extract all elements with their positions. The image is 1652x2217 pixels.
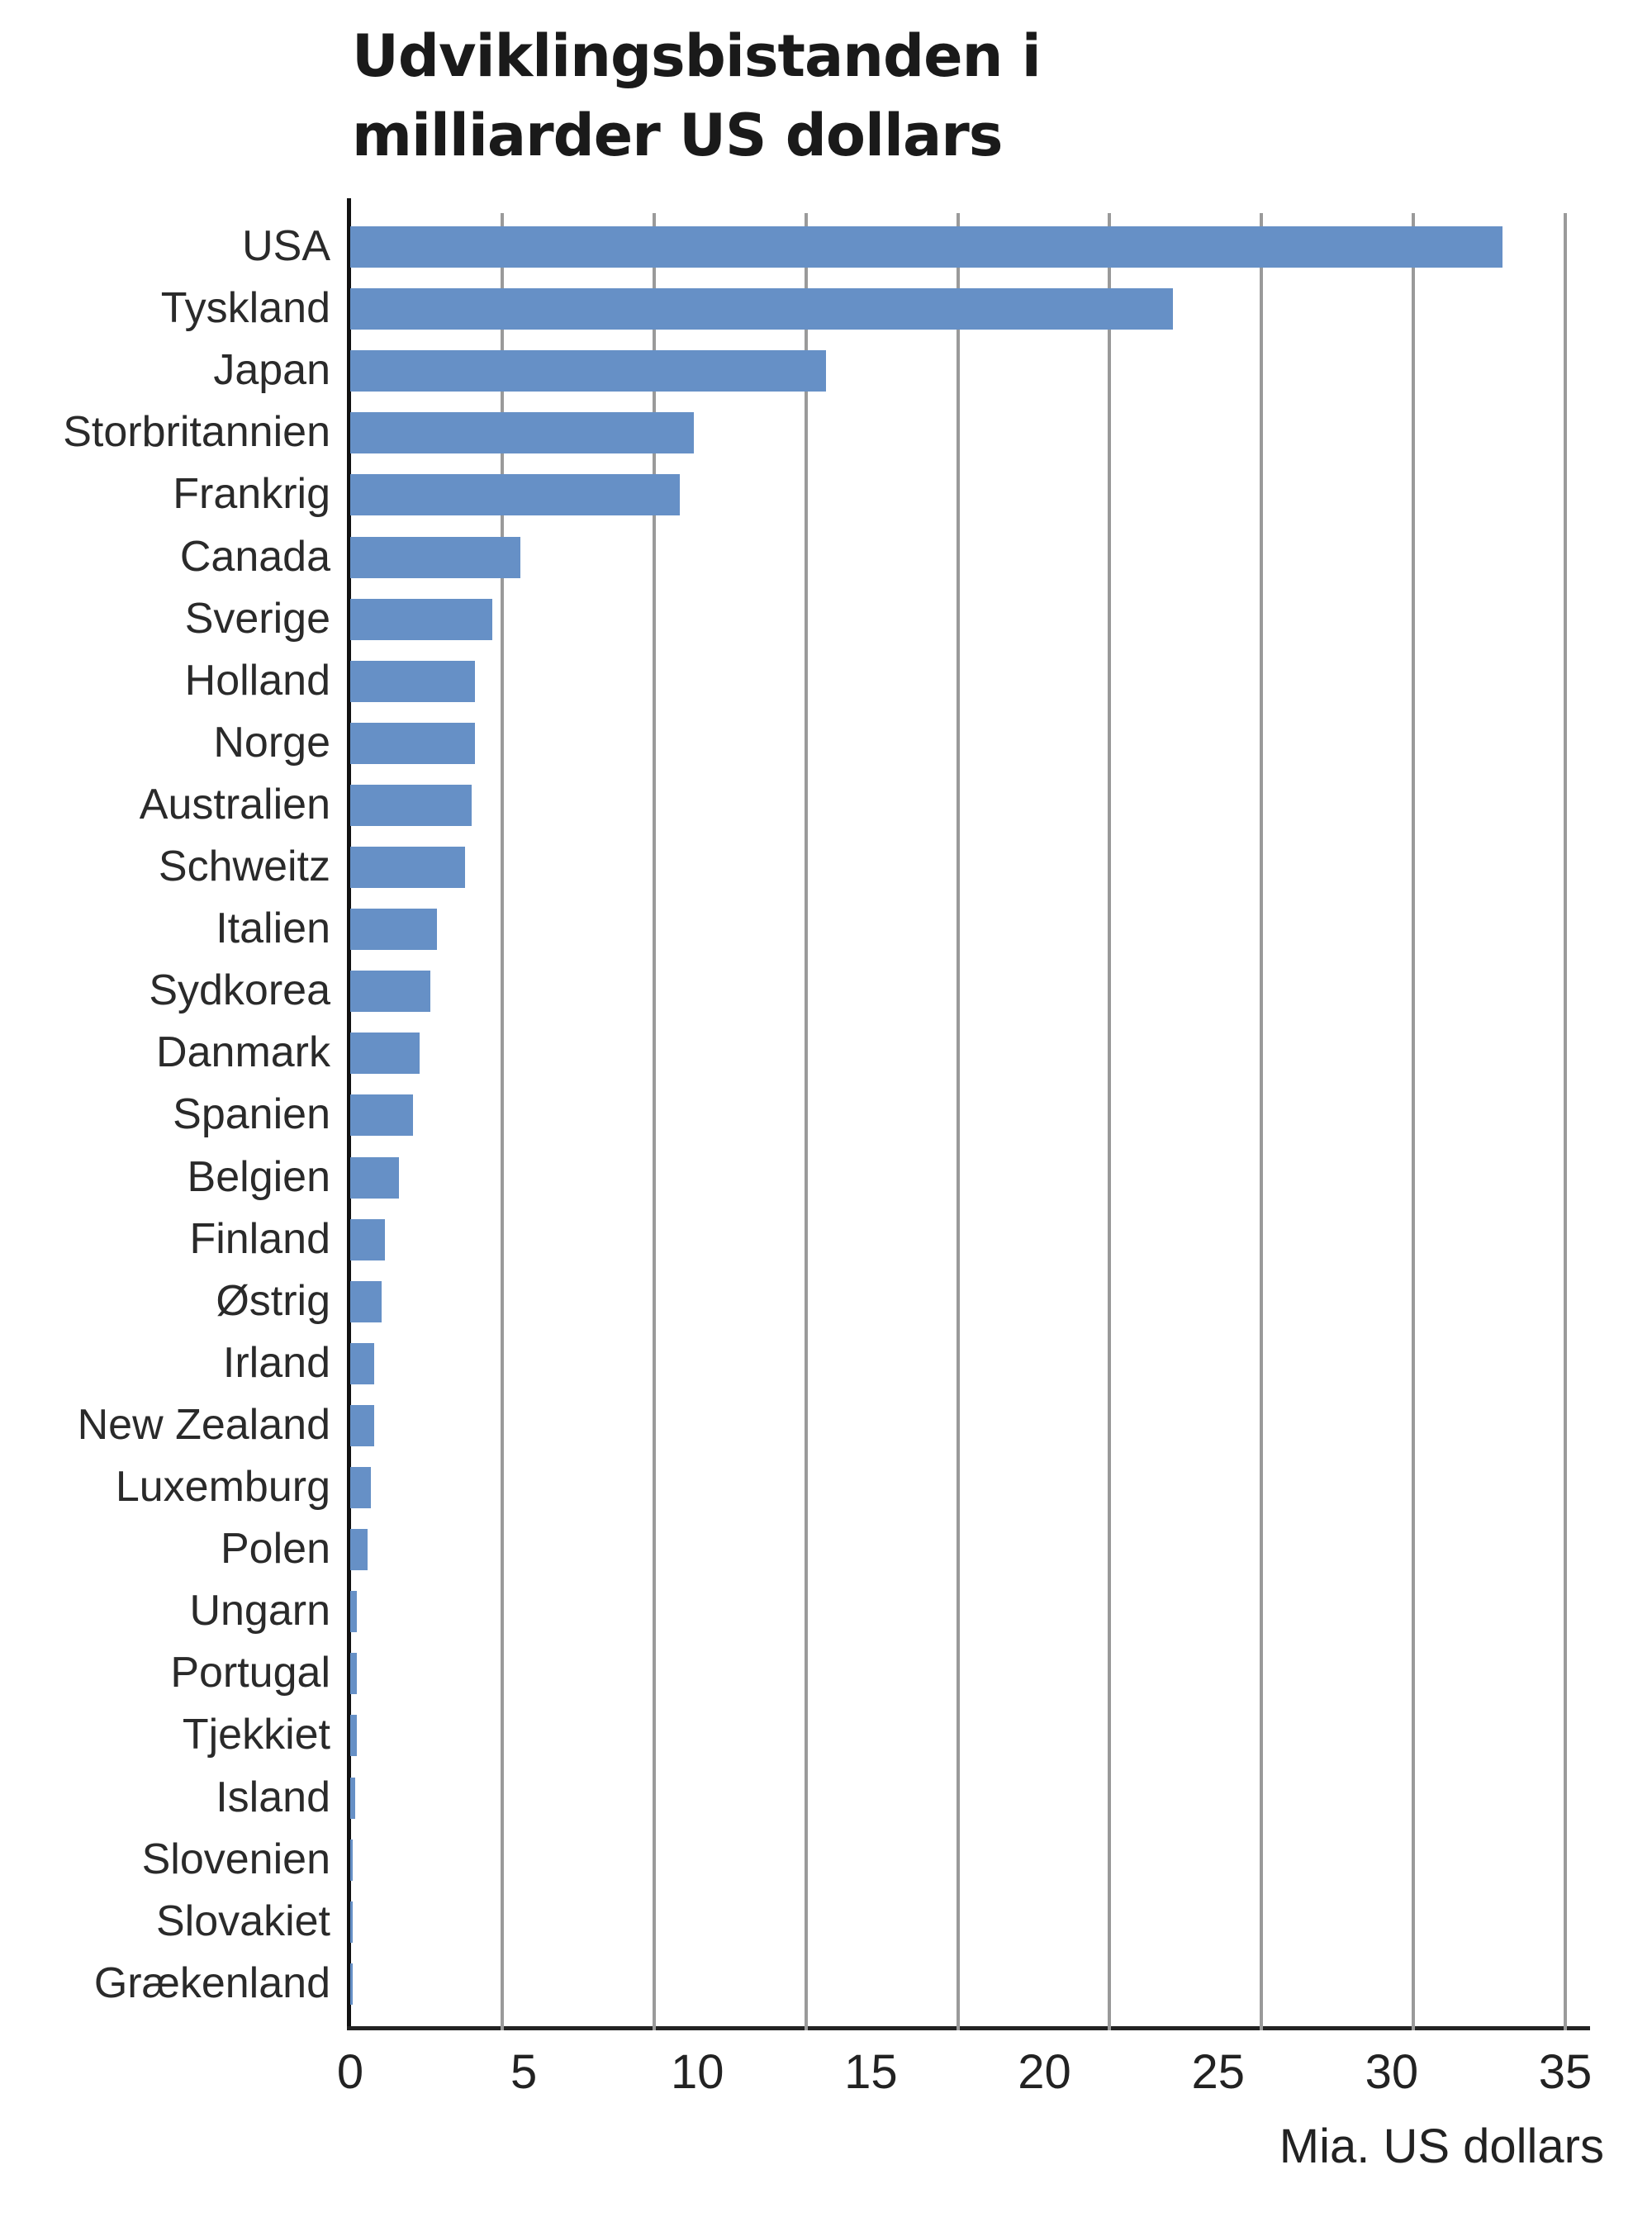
title-line-1: Udviklingsbistanden i <box>352 22 1042 90</box>
x-tick-label: 25 <box>1191 2045 1245 2099</box>
bar <box>350 1280 382 1322</box>
category-label: New Zealand <box>77 1400 330 1449</box>
category-label: Grækenland <box>93 1958 330 2007</box>
bar <box>350 1777 356 1819</box>
bar <box>350 784 472 826</box>
category-label: Slovenien <box>141 1835 330 1883</box>
bar <box>350 350 826 392</box>
x-tick-label: 30 <box>1365 2045 1419 2099</box>
category-label: Danmark <box>156 1028 330 1077</box>
bar <box>350 1839 353 1881</box>
category-label: Sydkorea <box>149 966 330 1015</box>
bar <box>350 1156 399 1199</box>
x-tick-label: 0 <box>336 2045 364 2099</box>
category-label: Portugal <box>170 1649 330 1697</box>
category-label: Sverige <box>184 594 330 643</box>
gridline <box>500 213 504 2030</box>
bar <box>350 598 493 640</box>
bar <box>350 1094 413 1137</box>
bar <box>350 1404 375 1446</box>
x-tick-label: 10 <box>671 2045 724 2099</box>
gridline <box>1564 213 1567 2030</box>
bar <box>350 1901 353 1943</box>
bar <box>350 909 438 951</box>
bar <box>350 288 1174 330</box>
bar <box>350 226 1503 268</box>
y-axis <box>347 198 351 2030</box>
gridline <box>652 213 656 2030</box>
category-label: Holland <box>184 656 330 705</box>
x-axis <box>347 2026 1590 2030</box>
bar <box>350 1529 368 1571</box>
category-label: Canada <box>179 532 330 581</box>
category-label: Slovakiet <box>156 1897 330 1945</box>
x-tick-label: 35 <box>1538 2045 1593 2099</box>
bar <box>350 660 476 702</box>
category-label: Østrig <box>216 1276 330 1325</box>
category-label: Frankrig <box>173 470 330 519</box>
bar <box>350 1342 375 1384</box>
bar <box>350 722 476 764</box>
category-label: Schweitz <box>158 843 330 890</box>
bar <box>350 1715 358 1757</box>
category-label: USA <box>242 222 330 270</box>
bar <box>350 536 520 578</box>
category-label: Italien <box>216 904 330 953</box>
bar <box>350 971 430 1013</box>
category-label: Belgien <box>187 1152 330 1201</box>
category-label: Norge <box>213 718 330 767</box>
bar <box>350 1218 386 1260</box>
gridline <box>1260 213 1264 2030</box>
bar <box>350 1653 358 1695</box>
bar <box>350 474 681 516</box>
category-label: Tyskland <box>160 284 330 333</box>
x-tick-label: 5 <box>510 2045 538 2099</box>
bar <box>350 1963 353 2005</box>
x-tick-label: 15 <box>844 2045 898 2099</box>
gridline <box>1108 213 1112 2030</box>
category-label: Japan <box>213 346 330 395</box>
category-label: Polen <box>221 1525 330 1574</box>
category-label: Irland <box>222 1338 330 1387</box>
bar <box>350 412 695 454</box>
bar <box>350 1591 358 1633</box>
gridline <box>1412 213 1416 2030</box>
category-label: Finland <box>189 1214 330 1263</box>
x-axis-label: Mia. US dollars <box>1279 2120 1604 2173</box>
category-label: Tjekkiet <box>182 1711 330 1759</box>
title-line-2: milliarder US dollars <box>352 102 1003 169</box>
category-label: Spanien <box>173 1090 330 1139</box>
bar <box>350 847 465 888</box>
bar <box>350 1467 372 1508</box>
x-tick-label: 20 <box>1018 2045 1071 2099</box>
gridline <box>804 213 808 2030</box>
gridline <box>956 213 960 2030</box>
category-label: Storbritannien <box>63 408 330 457</box>
bar <box>350 1033 420 1075</box>
category-label: Luxemburg <box>115 1463 330 1511</box>
category-label: Island <box>216 1773 330 1821</box>
category-label: Australien <box>139 780 330 828</box>
chart-title: Udviklingsbistanden i milliarder US doll… <box>352 17 1591 175</box>
category-label: Ungarn <box>189 1587 330 1635</box>
